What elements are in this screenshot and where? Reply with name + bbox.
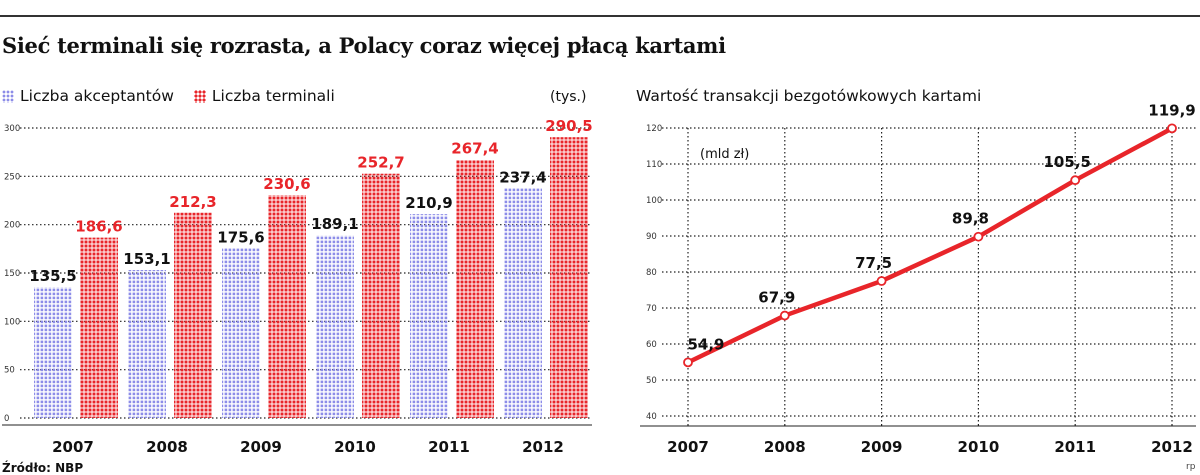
line-value-label: 77,5 [855,254,892,272]
bar-terminals [80,237,118,418]
bar-value-label-terminals: 290,5 [545,117,592,135]
bar-terminals [550,137,588,418]
line-point [683,357,693,368]
line-value-label: 67,9 [758,289,795,307]
bar-value-label-terminals: 212,3 [169,193,216,211]
corner-mark: rp [1186,462,1196,472]
bar-value-label-accepting: 189,1 [311,215,358,233]
bar-chart-unit: (tys.) [550,89,587,105]
line-ytick-label: 40 [646,412,657,422]
bar-terminals [268,195,306,418]
bar-value-label-terminals: 252,7 [357,154,404,172]
line-value-label: 119,9 [1148,101,1195,119]
bar-xtick-label: 2007 [52,438,94,456]
legend-item-terminals: Liczba terminali [193,87,335,105]
bar-terminals [362,173,400,418]
line-xtick-label: 2008 [764,438,806,456]
bar-value-label-accepting: 153,1 [123,250,170,268]
source-note: Źródło: NBP [2,461,84,475]
bar-xtick-label: 2008 [146,438,188,456]
line-value-label: 54,9 [687,335,724,353]
line-ytick-label: 100 [646,196,662,206]
legend-label-accepting: Liczba akceptantów [20,87,174,105]
line-point [1070,175,1081,186]
bar-accepting [316,235,354,418]
line-chart-title: Wartość transakcji bezgotówkowych kartam… [636,87,982,105]
line-xtick-label: 2009 [861,438,903,456]
bar-ytick-label: 150 [4,269,20,279]
line-chart-unit: (mld zł) [700,147,749,162]
line-xtick-label: 2010 [958,438,1000,456]
bar-ytick-label: 200 [4,221,20,231]
bar-xtick-label: 2011 [428,438,470,456]
top-rule [0,15,1200,17]
legend-item-accepting: Liczba akceptantów [2,87,174,105]
bar-ytick-label: 100 [4,317,20,327]
bar-xtick-label: 2010 [334,438,376,456]
bar-accepting [34,287,72,418]
bar-value-label-terminals: 230,6 [263,175,310,193]
bar-value-label-accepting: 175,6 [217,228,264,246]
line-ytick-label: 110 [646,160,662,170]
headline: Sieć terminali się rozrasta, a Polacy co… [2,33,726,58]
bar-chart: 0 50 100 150 200 250 300 135,5 186,6 2007 153,1 212… [2,117,593,456]
bar-accepting [504,188,542,418]
line-xtick-label: 2012 [1151,438,1193,456]
bar-ytick-label: 250 [4,172,20,182]
bar-terminals [456,159,494,418]
bar-accepting [410,214,448,418]
bar-accepting [222,248,260,418]
line-ytick-label: 70 [646,304,657,314]
line-ytick-label: 60 [646,340,657,350]
bar-value-label-accepting: 210,9 [405,194,452,212]
bar-xtick-label: 2012 [522,438,564,456]
bar-value-label-accepting: 135,5 [29,267,76,285]
line-point [876,276,887,286]
line-point [1167,123,1177,134]
bar-value-label-terminals: 186,6 [75,218,122,236]
line-value-label: 105,5 [1043,153,1090,171]
bar-value-label-terminals: 267,4 [451,140,498,158]
line-value-label: 89,8 [952,210,989,228]
bar-accepting [128,270,166,418]
line-point [973,231,984,242]
legend-swatch-terminals [193,89,206,103]
bar-ytick-label: 300 [4,124,20,134]
bar-terminals [174,212,212,418]
bar-legend: Liczba akceptantów Liczba terminali [2,87,355,105]
line-point [779,310,790,321]
line-series [687,126,1174,365]
bar-ytick-label: 0 [4,414,9,424]
line-ytick-label: 120 [646,124,662,134]
bar-xtick-label: 2009 [240,438,282,456]
line-chart: 40 50 60 70 80 90 100 110 120 (mld zł) 54,9 2007 67,… [640,101,1196,456]
legend-label-terminals: Liczba terminali [211,87,335,105]
bar-ytick-label: 50 [4,366,15,376]
line-ytick-label: 50 [646,376,657,386]
bar-value-label-accepting: 237,4 [499,169,546,187]
legend-swatch-accepting [2,89,14,103]
line-xtick-label: 2011 [1054,438,1096,456]
line-xtick-label: 2007 [667,438,709,456]
line-ytick-label: 90 [646,232,657,242]
line-ytick-label: 80 [646,268,657,278]
